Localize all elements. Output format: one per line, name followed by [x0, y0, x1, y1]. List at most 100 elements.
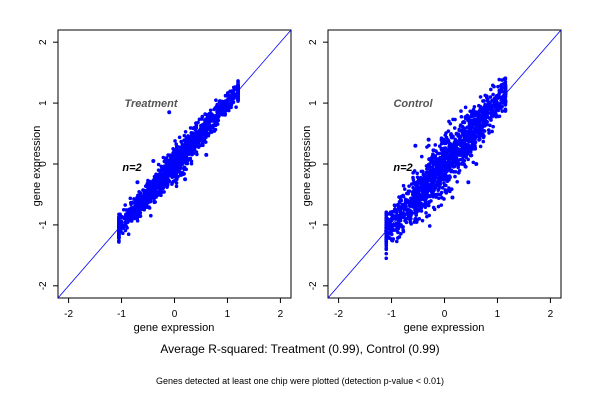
- data-point: [407, 209, 411, 214]
- data-point: [485, 114, 490, 119]
- data-point: [473, 121, 477, 126]
- data-point: [156, 181, 161, 186]
- data-point: [206, 113, 210, 117]
- data-point: [146, 188, 151, 192]
- data-point: [135, 205, 140, 210]
- data-point: [173, 139, 177, 143]
- data-point: [400, 213, 405, 218]
- data-point: [427, 157, 432, 161]
- data-point: [497, 88, 502, 93]
- data-point: [458, 123, 463, 127]
- x-tick-label: -1: [117, 309, 126, 320]
- data-point: [436, 176, 441, 181]
- data-point: [414, 220, 419, 224]
- data-point: [397, 195, 401, 199]
- data-point: [472, 142, 476, 147]
- data-point: [232, 92, 237, 96]
- y-tick-label: -1: [308, 220, 319, 229]
- data-point: [444, 183, 448, 188]
- data-point: [478, 144, 483, 149]
- data-point: [448, 156, 453, 161]
- data-point: [429, 199, 433, 203]
- data-point: [426, 183, 431, 188]
- data-point: [152, 174, 157, 179]
- data-point: [452, 140, 457, 145]
- data-point: [503, 102, 508, 106]
- data-point: [488, 123, 492, 128]
- data-point: [465, 152, 469, 157]
- data-point: [167, 154, 172, 158]
- data-point: [409, 196, 414, 201]
- data-point: [491, 92, 495, 97]
- data-point: [384, 210, 389, 214]
- sample-count-label: n=2: [393, 162, 412, 174]
- data-point: [156, 168, 161, 172]
- data-point: [213, 127, 218, 132]
- data-point: [189, 147, 194, 152]
- data-point: [416, 186, 421, 191]
- data-point: [204, 119, 208, 124]
- data-point: [211, 125, 215, 130]
- data-point: [140, 195, 145, 200]
- data-point: [500, 109, 505, 113]
- data-point: [132, 216, 137, 221]
- data-point: [188, 142, 193, 147]
- data-point: [421, 192, 426, 197]
- data-point: [204, 152, 209, 157]
- data-point: [124, 219, 129, 224]
- x-tick-label: 1: [495, 309, 501, 320]
- data-point: [151, 178, 156, 183]
- data-point: [123, 228, 128, 233]
- data-point: [486, 128, 491, 132]
- data-point: [194, 150, 199, 154]
- data-point: [481, 99, 486, 103]
- data-point: [384, 236, 389, 241]
- data-point: [500, 89, 505, 94]
- data-point: [154, 187, 158, 192]
- data-point: [397, 222, 401, 226]
- data-point: [413, 208, 418, 213]
- data-point: [167, 110, 172, 115]
- data-point: [389, 212, 394, 217]
- data-point: [469, 109, 474, 114]
- data-point: [194, 142, 199, 146]
- data-point: [471, 160, 476, 165]
- data-point: [442, 141, 447, 146]
- data-point: [424, 211, 428, 215]
- data-point: [150, 191, 154, 196]
- x-tick-label: 1: [225, 309, 231, 320]
- data-point: [428, 165, 432, 169]
- data-point: [143, 199, 147, 203]
- data-point: [162, 164, 167, 169]
- data-point: [453, 146, 458, 150]
- data-point: [209, 114, 214, 119]
- x-tick-label: 0: [442, 309, 448, 320]
- data-point: [419, 169, 424, 174]
- data-point: [181, 166, 186, 171]
- data-point: [481, 139, 486, 144]
- data-point: [466, 157, 470, 162]
- y-tick-label: 1: [308, 100, 319, 106]
- data-point: [228, 94, 232, 98]
- data-point: [146, 193, 151, 198]
- data-point: [418, 178, 422, 182]
- data-point: [135, 180, 140, 185]
- data-point: [433, 143, 438, 147]
- data-point: [209, 118, 214, 123]
- data-point: [444, 155, 448, 160]
- data-point: [225, 93, 229, 97]
- data-point: [448, 121, 453, 126]
- data-point: [423, 197, 428, 201]
- data-point: [178, 173, 183, 177]
- data-point: [117, 239, 121, 244]
- data-point: [117, 218, 121, 223]
- data-point: [503, 77, 507, 82]
- data-point: [463, 146, 468, 151]
- data-point: [494, 93, 499, 98]
- x-tick-label: -2: [334, 309, 343, 320]
- data-point: [484, 122, 489, 127]
- data-point: [181, 145, 186, 150]
- data-point: [500, 95, 505, 99]
- data-point: [456, 165, 460, 170]
- x-axis-label: gene expression: [404, 322, 485, 334]
